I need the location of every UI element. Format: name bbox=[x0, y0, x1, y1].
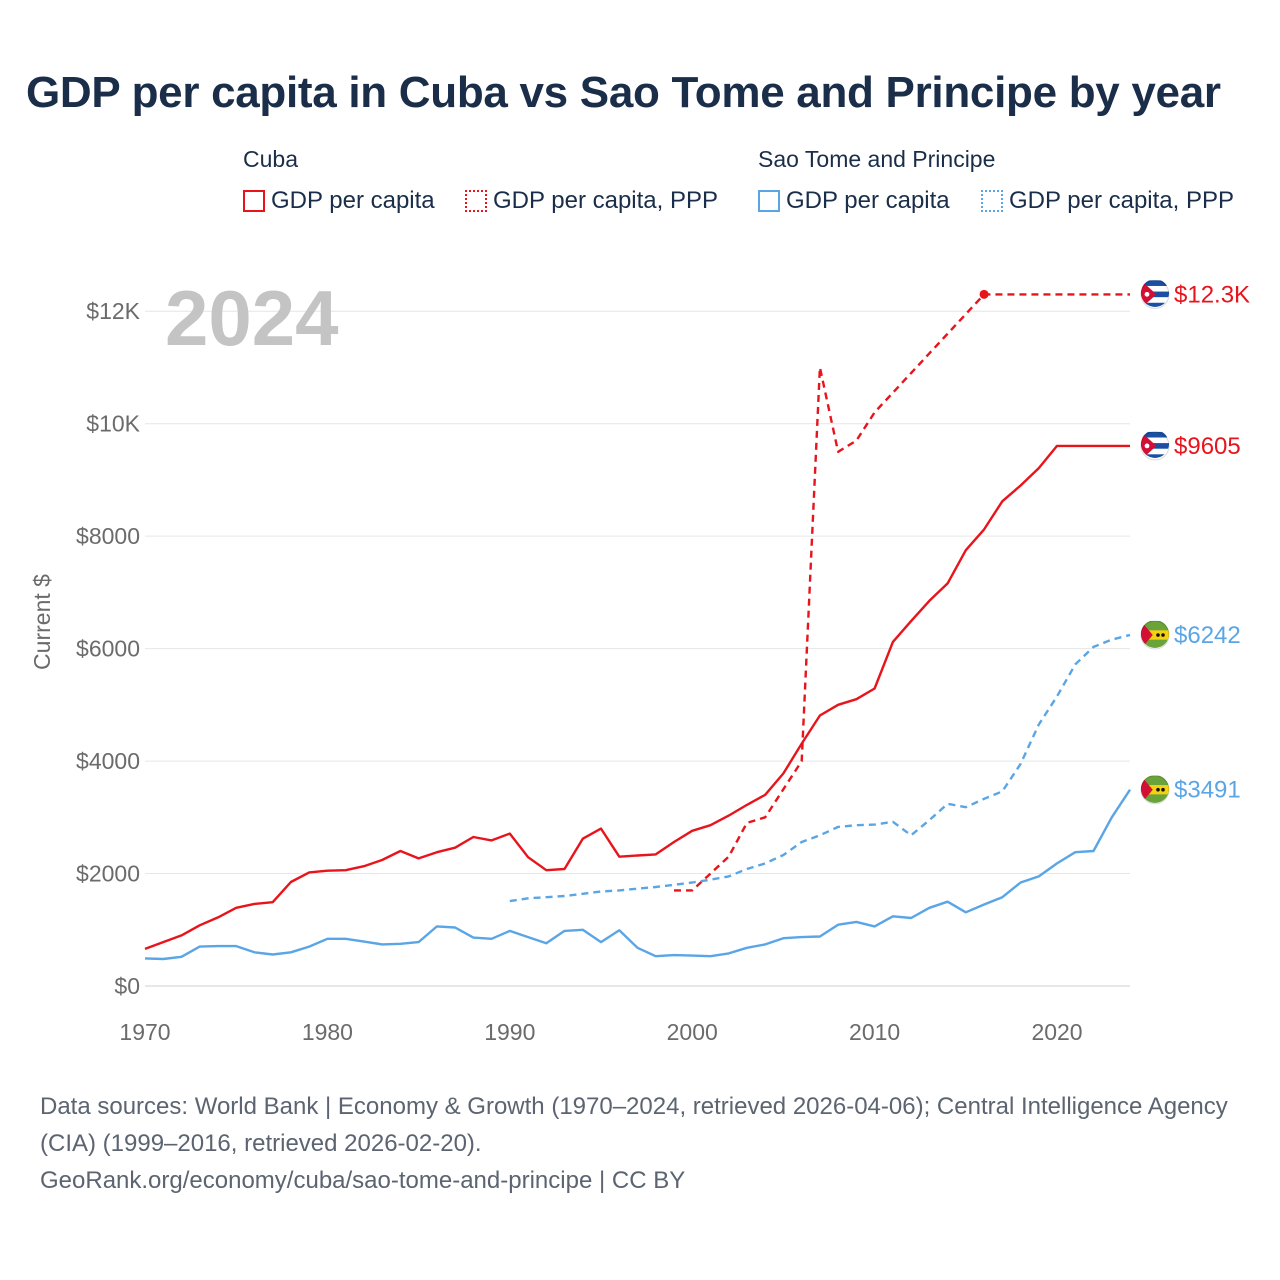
series-line-1 bbox=[674, 293, 1130, 892]
flag-ring bbox=[1140, 279, 1170, 309]
cuba-flag-icon bbox=[1141, 431, 1169, 458]
x-tick-label: 1970 bbox=[119, 1019, 170, 1045]
x-tick-label: 2010 bbox=[849, 1019, 900, 1045]
sao-tome-flag-icon bbox=[1141, 775, 1169, 803]
series-line-3 bbox=[509, 633, 1131, 903]
y-tick-label: $10K bbox=[86, 411, 140, 437]
legend-item-cuba-gdp[interactable]: GDP per capita bbox=[243, 186, 435, 216]
legend-label: GDP per capita bbox=[786, 187, 950, 214]
y-tick-label: $4000 bbox=[76, 748, 140, 774]
legend-swatch-dotted-blue bbox=[981, 190, 1003, 212]
legend-label: GDP per capita, PPP bbox=[493, 187, 718, 214]
x-tick-label: 1980 bbox=[302, 1019, 353, 1045]
legend-item-stp-gdp[interactable]: GDP per capita bbox=[758, 186, 950, 216]
source-link[interactable]: GeoRank.org/economy/cuba/sao-tome-and-pr… bbox=[40, 1167, 686, 1194]
legend-label: GDP per capita, PPP bbox=[1009, 187, 1234, 214]
legend-group-cuba: Cuba bbox=[243, 146, 298, 172]
series-line-2 bbox=[144, 789, 1132, 961]
year-watermark: 2024 bbox=[165, 274, 339, 362]
y-tick-label: $2000 bbox=[76, 861, 140, 887]
legend-item-stp-gdp-ppp[interactable]: GDP per capita, PPP bbox=[981, 186, 1234, 216]
flag-ring bbox=[1140, 431, 1170, 461]
legend-label: GDP per capita bbox=[271, 187, 435, 214]
y-tick-label: $6000 bbox=[76, 636, 140, 662]
legend-swatch-solid-blue bbox=[758, 190, 780, 212]
x-tick-label: 2000 bbox=[667, 1019, 718, 1045]
x-tick-label: 2020 bbox=[1031, 1019, 1082, 1045]
end-value-label: $12.3K bbox=[1174, 281, 1250, 308]
end-value-label: $3491 bbox=[1174, 777, 1241, 804]
series-line-0 bbox=[144, 444, 1130, 951]
x-tick-label: 1990 bbox=[484, 1019, 535, 1045]
legend-swatch-dotted-red bbox=[465, 190, 487, 212]
end-value-label: $9605 bbox=[1174, 433, 1241, 460]
legend-swatch-solid-red bbox=[243, 190, 265, 212]
flag-ring bbox=[1140, 620, 1170, 650]
legend-item-cuba-gdp-ppp[interactable]: GDP per capita, PPP bbox=[465, 186, 718, 216]
chart-title: GDP per capita in Cuba vs Sao Tome and P… bbox=[26, 68, 1221, 117]
legend-group-sao-tome: Sao Tome and Principe bbox=[758, 146, 996, 172]
series-point bbox=[979, 289, 989, 299]
sao-tome-flag-icon bbox=[1141, 621, 1169, 648]
y-axis: $0 $2000 $4000 $6000 $8000 $10K $12K bbox=[76, 298, 141, 999]
y-axis-title: Current $ bbox=[29, 574, 55, 670]
series bbox=[144, 289, 1132, 961]
end-value-label: $6242 bbox=[1174, 622, 1241, 649]
cuba-flag-icon bbox=[1141, 280, 1169, 307]
line-chart: 2024 Current $ $0 $2000 $4000 $6000 $8000 $10… bbox=[29, 274, 1250, 1045]
x-axis: 1970 1980 1990 2000 2010 2020 bbox=[119, 1019, 1082, 1045]
grid bbox=[145, 310, 1130, 987]
y-tick-label: $12K bbox=[86, 298, 140, 324]
flag-ring bbox=[1140, 775, 1170, 805]
y-tick-label: $0 bbox=[114, 973, 140, 999]
y-tick-label: $8000 bbox=[76, 523, 140, 549]
footer: Data sources: World Bank | Economy & Gro… bbox=[40, 1088, 1240, 1199]
end-labels: $12.3K $9605 $6242 $3491 bbox=[1140, 279, 1250, 805]
data-sources: Data sources: World Bank | Economy & Gro… bbox=[40, 1093, 1228, 1157]
